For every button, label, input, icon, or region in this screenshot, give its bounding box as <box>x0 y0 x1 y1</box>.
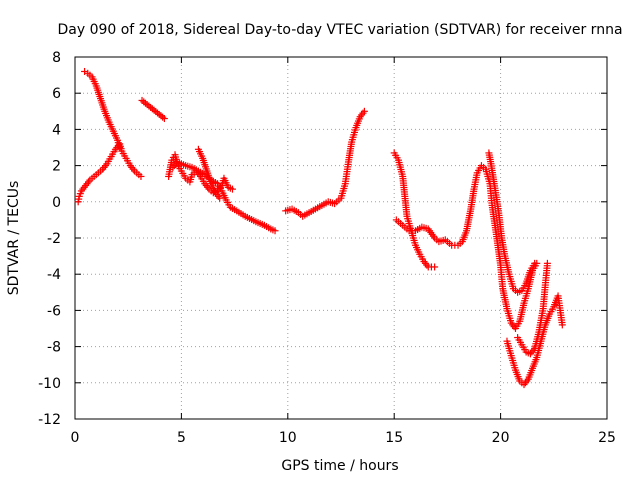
data-point <box>116 144 124 151</box>
y-tick-label: -6 <box>47 303 61 319</box>
data-point <box>431 263 439 271</box>
data-point <box>228 185 236 193</box>
x-tick-label: 25 <box>598 430 616 446</box>
data-points <box>74 67 566 389</box>
y-tick-label: -12 <box>38 412 61 428</box>
y-tick-label: -8 <box>47 340 61 356</box>
chart-title: Day 090 of 2018, Sidereal Day-to-day VTE… <box>57 22 622 38</box>
data-point <box>558 321 566 329</box>
data-point <box>81 67 89 75</box>
y-tick-label: 6 <box>52 86 61 102</box>
data-point <box>159 113 167 121</box>
x-tick-label: 15 <box>385 430 403 446</box>
data-point <box>531 259 539 267</box>
x-tick-label: 0 <box>71 430 80 446</box>
data-point <box>543 259 551 267</box>
y-tick-label: -10 <box>38 376 61 392</box>
data-point <box>360 107 368 115</box>
grid-lines <box>75 57 607 419</box>
x-tick-label: 10 <box>279 430 297 446</box>
y-tick-label: -2 <box>47 231 61 247</box>
data-point <box>216 194 224 202</box>
y-tick-label: 4 <box>52 122 61 138</box>
y-tick-label: 2 <box>52 159 61 175</box>
y-axis-label: SDTVAR / TECUs <box>6 181 22 296</box>
data-point <box>137 172 145 180</box>
x-tick-label: 5 <box>177 430 186 446</box>
axis-ticks <box>74 56 608 420</box>
tick-labels: 0 5 10 15 20 25 -12 -10 -8 -6 -4 -2 0 2 4 6 8 <box>38 50 616 446</box>
x-axis-label: GPS time / hours <box>281 458 398 474</box>
data-point <box>160 115 168 123</box>
y-tick-label: 8 <box>52 50 61 66</box>
x-tick-label: 20 <box>492 430 510 446</box>
y-tick-label: -4 <box>47 267 61 283</box>
y-tick-label: 0 <box>52 195 61 211</box>
data-point <box>271 227 279 235</box>
